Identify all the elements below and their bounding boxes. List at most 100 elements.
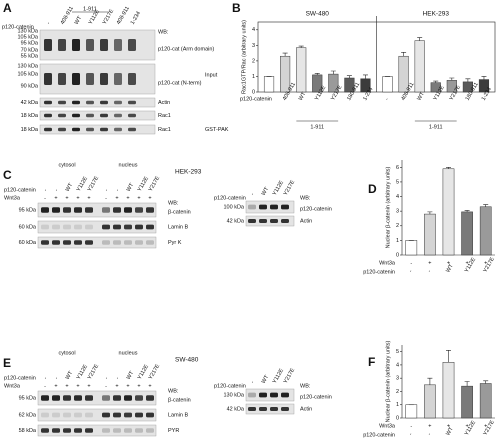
lane-label: + bbox=[54, 195, 57, 201]
marker: 95 kDa bbox=[21, 40, 39, 46]
error-bar bbox=[330, 70, 336, 75]
band bbox=[124, 207, 132, 213]
band bbox=[248, 392, 256, 398]
lane-label: - bbox=[104, 376, 110, 381]
marker: 18 kDa bbox=[21, 113, 39, 119]
band bbox=[113, 395, 121, 401]
error-bar bbox=[483, 380, 489, 384]
band bbox=[146, 412, 154, 418]
group-label: 1-911 bbox=[429, 124, 443, 130]
error-bar bbox=[481, 76, 487, 80]
blot bbox=[39, 124, 156, 135]
lane-label: WT bbox=[126, 370, 136, 381]
x-tick-label: WT bbox=[445, 426, 455, 437]
band bbox=[248, 219, 256, 223]
band bbox=[74, 428, 82, 433]
marker: 105 kDa bbox=[18, 71, 39, 77]
lane-label: 408-911 bbox=[116, 6, 131, 26]
x-tick-label: + bbox=[465, 423, 468, 429]
error-bar bbox=[282, 52, 288, 57]
band bbox=[74, 207, 82, 213]
lane-label: WT bbox=[65, 182, 75, 193]
band bbox=[41, 412, 49, 418]
band bbox=[102, 224, 110, 230]
lane-label: 408-911 bbox=[60, 6, 75, 26]
y-tick-label: 0 bbox=[396, 415, 399, 421]
lane-label: - bbox=[115, 188, 121, 193]
lane-label: + bbox=[87, 195, 90, 201]
band bbox=[128, 73, 136, 85]
band bbox=[113, 207, 121, 213]
error-bar bbox=[464, 381, 470, 387]
band bbox=[85, 240, 93, 245]
marker: 58 kDa bbox=[19, 428, 37, 434]
lane-label: + bbox=[65, 195, 68, 201]
band bbox=[52, 428, 60, 433]
marker: 18 kDa bbox=[21, 127, 39, 133]
lane-label: + bbox=[76, 383, 79, 389]
band bbox=[270, 407, 278, 411]
blot-label: Rac1 bbox=[158, 127, 171, 133]
band bbox=[41, 224, 49, 230]
band bbox=[146, 395, 154, 401]
band bbox=[44, 39, 52, 51]
band bbox=[128, 127, 136, 132]
marker: 90 kDa bbox=[21, 83, 39, 89]
lane-label: Y217E bbox=[87, 175, 101, 193]
band bbox=[58, 100, 66, 105]
y-tick-label: 1 bbox=[396, 402, 399, 408]
band bbox=[124, 428, 132, 433]
x-tick-label: - bbox=[408, 269, 414, 274]
group-label: 1-911 bbox=[310, 124, 324, 130]
x-tick-label: WT bbox=[445, 263, 455, 274]
marker: 130 kDa bbox=[18, 63, 39, 69]
lane-label: WT bbox=[261, 186, 271, 197]
bar bbox=[442, 362, 455, 419]
wb-label: WB: bbox=[158, 29, 169, 35]
blot bbox=[37, 424, 157, 437]
x-axis-label: p120-catenin bbox=[240, 96, 272, 102]
x-tick-label: - bbox=[410, 423, 412, 429]
band bbox=[281, 219, 289, 223]
error-bar bbox=[446, 350, 451, 363]
panel-letter: A bbox=[3, 1, 12, 15]
error-bar bbox=[417, 37, 423, 41]
bar bbox=[461, 211, 473, 256]
band bbox=[44, 73, 52, 85]
x-tick-label: + bbox=[428, 260, 431, 266]
blot-label: Actin bbox=[300, 406, 312, 412]
bar bbox=[442, 168, 455, 256]
error-bar bbox=[362, 74, 368, 79]
row-label: p120-catenin bbox=[4, 187, 36, 193]
marker: 70 kDa bbox=[21, 47, 39, 53]
band bbox=[135, 428, 143, 433]
band bbox=[114, 73, 122, 85]
band bbox=[114, 39, 122, 51]
lane-label: Y217E bbox=[283, 367, 297, 385]
lane-label: + bbox=[148, 383, 151, 389]
band bbox=[41, 395, 49, 401]
band bbox=[58, 113, 66, 118]
bar bbox=[424, 384, 436, 419]
x-tick-label: + bbox=[484, 423, 487, 429]
lane-label: - bbox=[105, 383, 107, 389]
band bbox=[102, 428, 110, 433]
blot-label: Actin bbox=[158, 100, 170, 106]
x-tick-label: - bbox=[384, 97, 390, 102]
band bbox=[113, 224, 121, 230]
y-tick-label: 1 bbox=[252, 74, 255, 80]
band bbox=[128, 100, 136, 105]
band bbox=[41, 428, 49, 433]
band bbox=[102, 412, 110, 418]
lane-label: WT bbox=[74, 15, 84, 26]
blot-label: Lamin B bbox=[168, 412, 189, 418]
blot-label: p120-catenin bbox=[300, 394, 332, 400]
y-tick-label: 1 bbox=[396, 238, 399, 244]
panel-letter: B bbox=[232, 1, 241, 15]
y-tick-label: 6 bbox=[396, 165, 399, 171]
marker: 42 kDa bbox=[227, 218, 245, 224]
blot bbox=[37, 408, 157, 422]
bar bbox=[405, 240, 418, 256]
band bbox=[113, 240, 121, 245]
lane-header: p120-catenin bbox=[214, 195, 246, 201]
